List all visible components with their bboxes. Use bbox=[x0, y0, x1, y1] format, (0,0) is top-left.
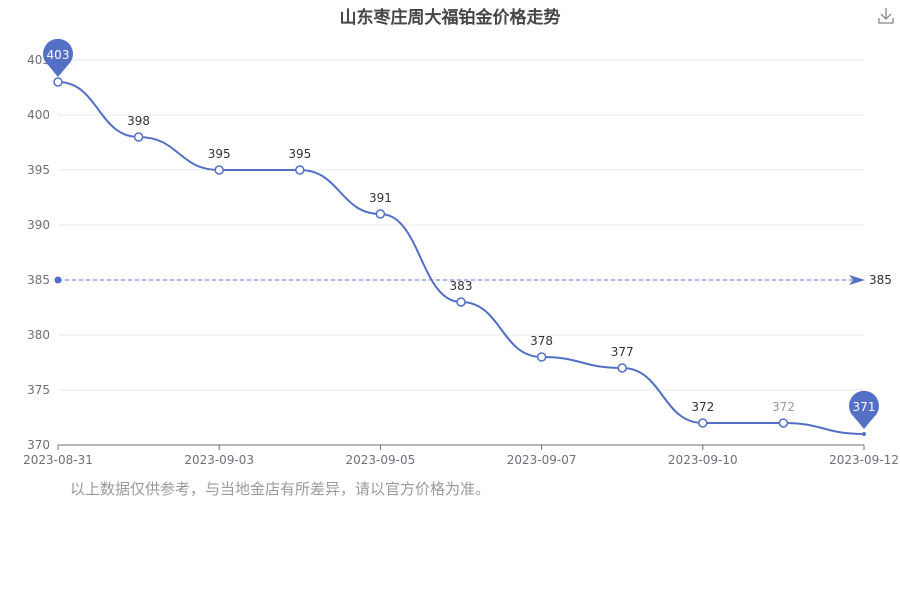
disclaimer-note: 以上数据仅供参考，与当地金店有所差异，请以官方价格为准。 bbox=[70, 480, 491, 498]
y-tick-label: 370 bbox=[27, 438, 50, 452]
y-tick-label: 385 bbox=[27, 273, 50, 287]
x-tick-label: 2023-09-03 bbox=[184, 453, 254, 467]
data-point bbox=[698, 418, 708, 428]
y-tick-label: 390 bbox=[27, 218, 50, 232]
x-tick-label: 2023-08-31 bbox=[23, 453, 93, 467]
chart-title: 山东枣庄周大福铂金价格走势 bbox=[339, 8, 561, 28]
data-point bbox=[375, 209, 386, 219]
max-marker-pin-label: 403 bbox=[47, 48, 70, 62]
data-label: 383 bbox=[450, 279, 473, 293]
data-label: 391 bbox=[369, 191, 392, 205]
y-tick-label: 400 bbox=[27, 108, 50, 122]
min-marker-pin-label: 371 bbox=[853, 400, 876, 414]
average-line-start bbox=[54, 276, 62, 284]
data-point bbox=[862, 432, 866, 436]
min-marker-pin bbox=[849, 390, 880, 429]
data-label: 372 bbox=[691, 400, 714, 414]
x-tick-label: 2023-09-10 bbox=[668, 453, 738, 467]
average-line-arrow bbox=[849, 275, 865, 285]
download-icon[interactable] bbox=[876, 6, 896, 26]
y-tick-label: 375 bbox=[27, 383, 50, 397]
x-tick-label: 2023-09-05 bbox=[346, 453, 416, 467]
data-point bbox=[778, 418, 789, 428]
data-label: 377 bbox=[611, 345, 634, 359]
data-point bbox=[536, 352, 547, 362]
average-line-label: 385 bbox=[869, 273, 892, 287]
data-point bbox=[53, 77, 63, 87]
y-tick-label: 380 bbox=[27, 328, 50, 342]
x-tick-label: 2023-09-12 bbox=[829, 453, 899, 467]
series-line bbox=[57, 81, 865, 435]
y-tick-label: 395 bbox=[27, 163, 50, 177]
data-label: 378 bbox=[530, 334, 553, 348]
data-point bbox=[133, 132, 144, 142]
data-label: 372 bbox=[772, 400, 795, 414]
data-point bbox=[456, 297, 466, 307]
data-label: 395 bbox=[208, 147, 231, 161]
data-label: 395 bbox=[288, 147, 311, 161]
data-label: 398 bbox=[127, 114, 150, 128]
data-point bbox=[214, 165, 224, 175]
data-point bbox=[295, 165, 305, 175]
data-point bbox=[617, 363, 627, 373]
x-tick-label: 2023-09-07 bbox=[507, 453, 577, 467]
max-marker-pin bbox=[43, 38, 73, 77]
